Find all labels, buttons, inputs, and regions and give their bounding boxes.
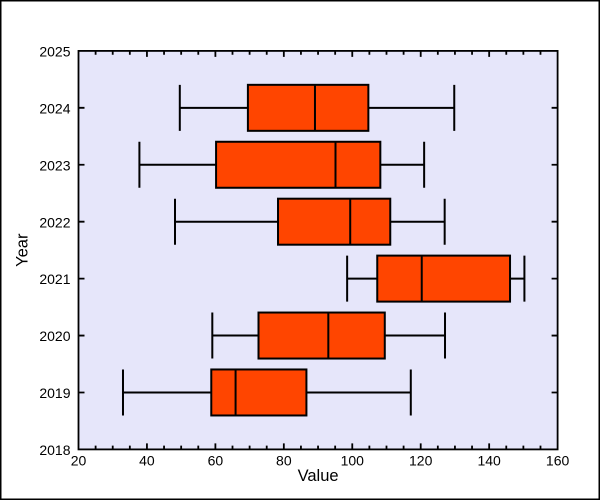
svg-text:60: 60 [208,453,224,469]
svg-text:2021: 2021 [39,271,70,287]
svg-text:100: 100 [341,453,365,469]
svg-text:2019: 2019 [39,385,70,401]
svg-text:160: 160 [546,453,570,469]
svg-text:Value: Value [298,467,339,485]
svg-text:40: 40 [139,453,155,469]
svg-text:2020: 2020 [39,328,70,344]
svg-text:2023: 2023 [39,157,70,173]
svg-text:80: 80 [276,453,292,469]
svg-text:Year: Year [14,233,32,267]
svg-text:2022: 2022 [39,214,70,230]
svg-text:140: 140 [477,453,501,469]
svg-text:20: 20 [71,453,87,469]
svg-text:2018: 2018 [39,442,70,458]
svg-text:120: 120 [409,453,433,469]
svg-text:2025: 2025 [39,44,70,60]
svg-text:2024: 2024 [39,100,70,116]
